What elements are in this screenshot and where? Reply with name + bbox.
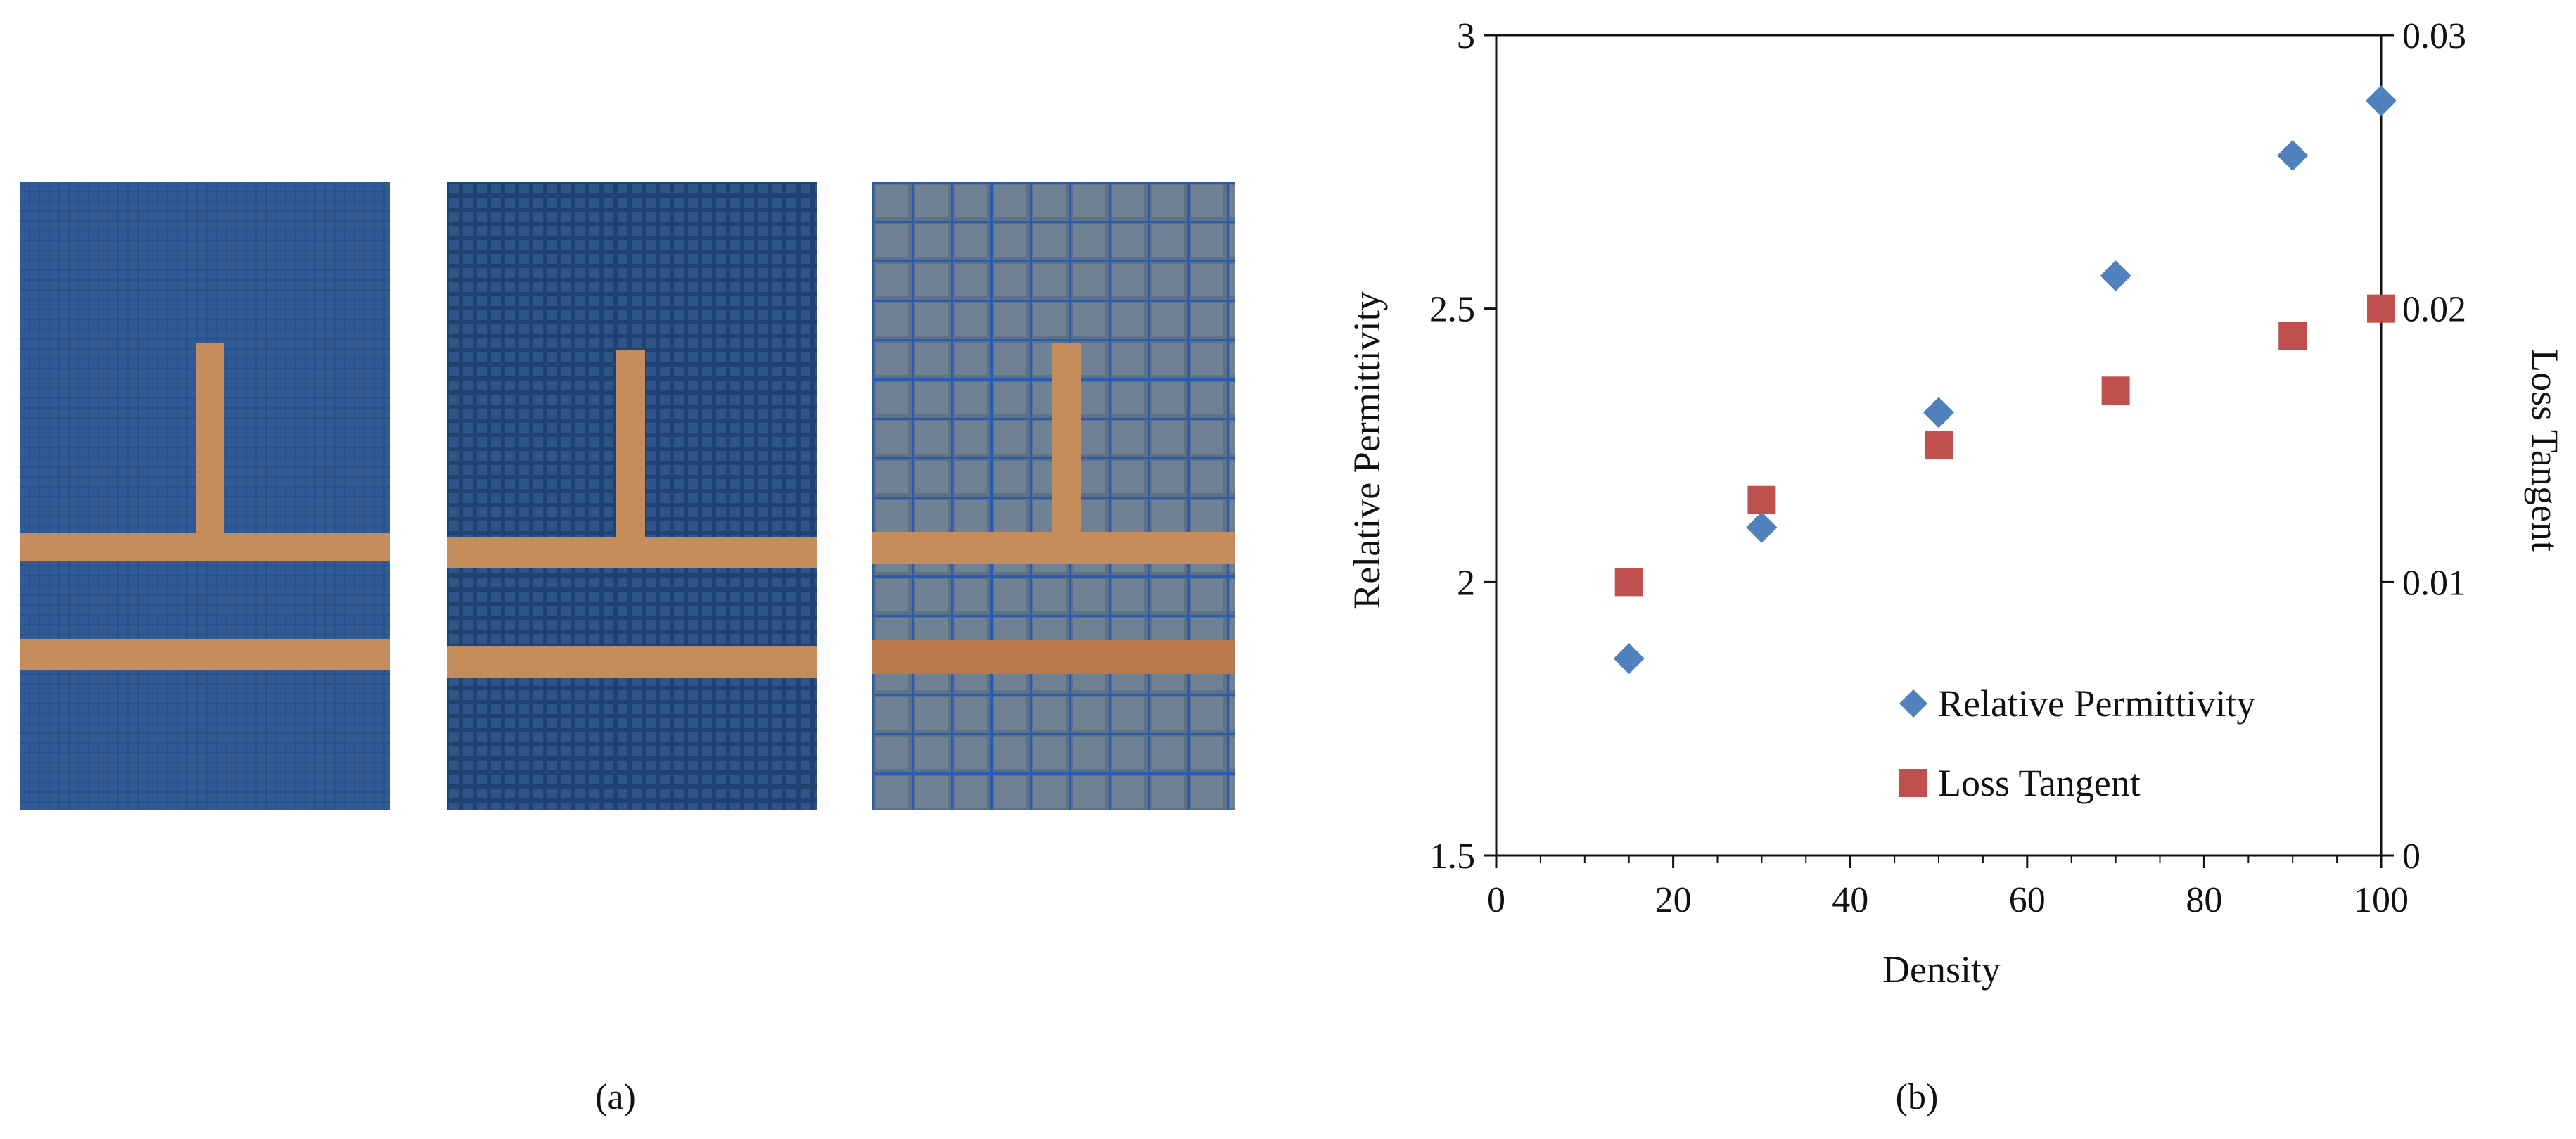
- legend-label: Loss Tangent: [1938, 762, 2141, 804]
- substrate-photo-3: [872, 182, 1235, 810]
- x-tick-label: 40: [1832, 880, 1868, 920]
- x-tick-label: 80: [2186, 880, 2222, 920]
- chart-ticks: 0 20 40 60 80 100 1.5 2 2.5 3 0 0.01 0.02 0.03: [1429, 16, 2466, 920]
- y2-tick-label: 0.03: [2402, 16, 2466, 56]
- y-tick-label: 2.5: [1429, 290, 1475, 330]
- x-tick-label: 20: [1655, 880, 1692, 920]
- loss-tangent-point: [1614, 568, 1643, 597]
- x-tick-label: 100: [2354, 880, 2409, 920]
- loss-tangent-point: [2367, 294, 2395, 323]
- y2-tick-label: 0: [2402, 836, 2421, 877]
- permittivity-point: [2277, 140, 2309, 172]
- legend-marker-permittivity: [1899, 689, 1927, 718]
- legend-label: Relative Permittivity: [1938, 682, 2255, 725]
- y2-tick-label: 0.02: [2402, 290, 2466, 330]
- permittivity-point: [2366, 85, 2397, 117]
- y2-tick-label: 0.01: [2402, 563, 2466, 603]
- caption-b: (b): [1895, 1077, 1939, 1117]
- substrate-photo-2: [447, 182, 817, 810]
- legend-marker-loss-tangent: [1899, 769, 1927, 797]
- y-tick-label: 1.5: [1429, 836, 1475, 877]
- substrate-photo-1: [20, 182, 390, 810]
- chart-points: [1613, 85, 2397, 675]
- x-axis-label: Density: [1882, 948, 2001, 991]
- x-tick-label: 0: [1487, 880, 1505, 920]
- y-axis-label: Relative Permittivity: [1346, 291, 1388, 609]
- y2-axis-label: Loss Tangent: [2524, 349, 2561, 552]
- loss-tangent-point: [1925, 431, 1953, 459]
- permittivity-point: [2100, 260, 2131, 292]
- loss-tangent-point: [2278, 322, 2307, 350]
- loss-tangent-point: [1747, 485, 1776, 514]
- permittivity-loss-chart: 0 20 40 60 80 100 1.5 2 2.5 3 0 0.01 0.02 0.03 Relati…: [1346, 16, 2561, 991]
- chart-legend: Relative Permittivity Loss Tangent: [1899, 682, 2255, 804]
- permittivity-point: [1746, 511, 1778, 543]
- y-tick-label: 3: [1457, 16, 1475, 56]
- permittivity-point: [1923, 397, 1954, 428]
- permittivity-point: [1613, 643, 1645, 675]
- caption-a: (a): [595, 1077, 636, 1117]
- y-tick-label: 2: [1457, 563, 1475, 603]
- x-tick-label: 60: [2009, 880, 2046, 920]
- loss-tangent-point: [2101, 376, 2130, 405]
